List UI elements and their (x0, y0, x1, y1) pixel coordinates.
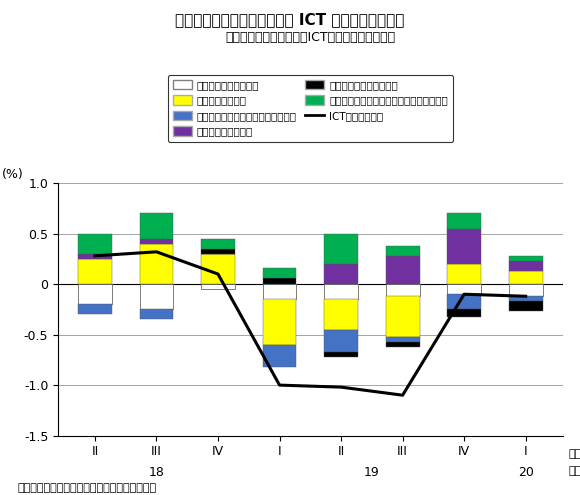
Bar (140, 284, 173, 309)
Bar (78, 259, 112, 284)
Bar (386, 256, 419, 284)
Bar (509, 301, 543, 311)
Text: (%): (%) (2, 168, 23, 181)
Text: （年）: （年） (568, 466, 580, 476)
Bar (324, 284, 358, 299)
Bar (386, 342, 419, 346)
Bar (263, 278, 296, 284)
Bar (263, 268, 296, 278)
Bar (509, 284, 543, 296)
Bar (509, 261, 543, 271)
Text: 18: 18 (148, 466, 164, 479)
Bar (447, 309, 481, 317)
Bar (324, 234, 358, 264)
Bar (201, 239, 235, 249)
Bar (201, 249, 235, 254)
Bar (140, 244, 173, 284)
Bar (78, 304, 112, 314)
Bar (140, 309, 173, 319)
Bar (324, 299, 358, 330)
Bar (78, 234, 112, 254)
Bar (447, 294, 481, 309)
Bar (324, 264, 358, 284)
Text: 鉱工業生産指数に占めるICT関連品目別の寄与度: 鉱工業生産指数に占めるICT関連品目別の寄与度 (225, 31, 396, 45)
Bar (509, 296, 543, 301)
Bar (263, 345, 296, 367)
Bar (201, 254, 235, 284)
Bar (386, 337, 419, 342)
Legend: その他の品目・寄与度, 集積回路・寄与度, 電子部品・回路・デバイス・寄与度, 電子計算機・寄与度, 民生用電子機械・寄与度, 半導体・フラットパネル製造装置・: その他の品目・寄与度, 集積回路・寄与度, 電子部品・回路・デバイス・寄与度, … (168, 75, 453, 142)
Bar (447, 264, 481, 284)
Bar (324, 352, 358, 357)
Text: 20: 20 (518, 466, 534, 479)
Bar (78, 284, 112, 304)
Text: 図表４　鉱工業生産に占める ICT 関連品目の寄与度: 図表４ 鉱工業生産に占める ICT 関連品目の寄与度 (175, 12, 405, 27)
Bar (447, 284, 481, 294)
Text: （期）: （期） (568, 449, 580, 459)
Bar (263, 284, 296, 299)
Bar (386, 246, 419, 256)
Bar (386, 296, 419, 337)
Bar (78, 254, 112, 259)
Bar (447, 213, 481, 229)
Bar (509, 256, 543, 261)
Bar (386, 284, 419, 296)
Bar (201, 284, 235, 289)
Bar (263, 299, 296, 345)
Bar (447, 229, 481, 264)
Bar (140, 213, 173, 239)
Text: 19: 19 (364, 466, 380, 479)
Bar (140, 239, 173, 244)
Bar (324, 330, 358, 352)
Text: （出所）経済産業省「鉱工業指数」より作成。: （出所）経済産業省「鉱工業指数」より作成。 (17, 483, 157, 493)
Bar (509, 271, 543, 284)
